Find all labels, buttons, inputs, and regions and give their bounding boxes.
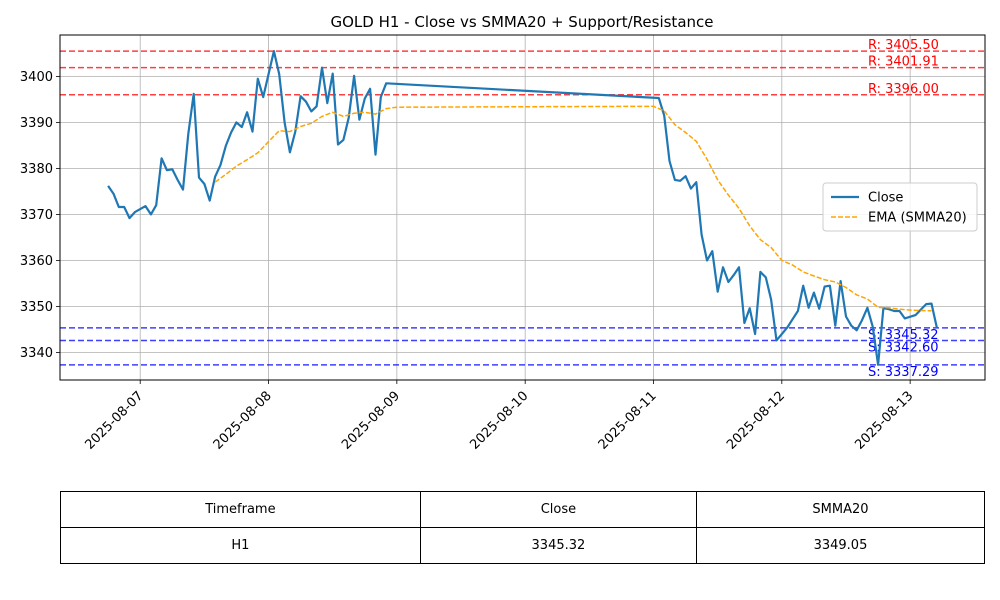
- chart-title: GOLD H1 - Close vs SMMA20 + Support/Resi…: [330, 13, 713, 31]
- legend: Close EMA (SMMA20): [822, 182, 978, 232]
- legend-label: Close: [868, 191, 903, 206]
- axis-layer: 3340 3350 3360 3370 3380 3390 3400 2025-08-07 20…: [20, 34, 986, 453]
- legend-label: EMA (SMMA20): [868, 211, 967, 226]
- smma20-series-line: [214, 105, 932, 312]
- support-resistance-layer: R: 3405.50 R: 3401.91 R: 3396.00 S: 3345.32…: [60, 38, 985, 380]
- plot-frame: [59, 34, 986, 381]
- x-tick-label: 2025-08-12: [724, 389, 788, 453]
- legend-box: [822, 182, 978, 232]
- table-cell-close: 3345.32: [419, 527, 697, 564]
- resistance-label: R: 3396.00: [868, 82, 939, 97]
- x-tick-label: 2025-08-13: [852, 389, 916, 453]
- support-label: S: 3342.60: [868, 340, 939, 355]
- summary-table: Timeframe Close SMMA20 H1 3345.32 3349.0…: [60, 491, 986, 564]
- y-tick-label: 3400: [20, 70, 53, 85]
- table-header-timeframe: Timeframe: [60, 491, 421, 528]
- y-tick-label: 3370: [20, 208, 53, 223]
- table-cell-smma20: 3349.05: [695, 527, 986, 564]
- resistance-label: R: 3401.91: [868, 55, 939, 70]
- close-series-line: [107, 49, 938, 366]
- support-label: S: 3337.29: [868, 365, 939, 380]
- y-tick-label: 3360: [20, 254, 53, 269]
- support-label: S: 3345.32: [868, 328, 939, 343]
- x-tick-label: 2025-08-09: [339, 389, 403, 453]
- y-tick-label: 3380: [20, 162, 53, 177]
- x-tick-label: 2025-08-08: [211, 389, 275, 453]
- table-header-row: Timeframe Close SMMA20: [60, 491, 986, 528]
- table-row: H1 3345.32 3349.05: [60, 527, 986, 564]
- x-tick-label: 2025-08-07: [82, 389, 146, 453]
- table-header-close: Close: [419, 491, 697, 528]
- x-tick-label: 2025-08-10: [467, 389, 531, 453]
- x-tick-label: 2025-08-11: [596, 389, 660, 453]
- y-tick-label: 3350: [20, 300, 53, 315]
- table-cell-timeframe: H1: [60, 527, 421, 564]
- table-header-smma20: SMMA20: [695, 491, 986, 528]
- series-layer: [107, 49, 938, 366]
- y-tick-label: 3340: [20, 346, 53, 361]
- resistance-label: R: 3405.50: [868, 38, 939, 53]
- y-tick-label: 3390: [20, 116, 53, 131]
